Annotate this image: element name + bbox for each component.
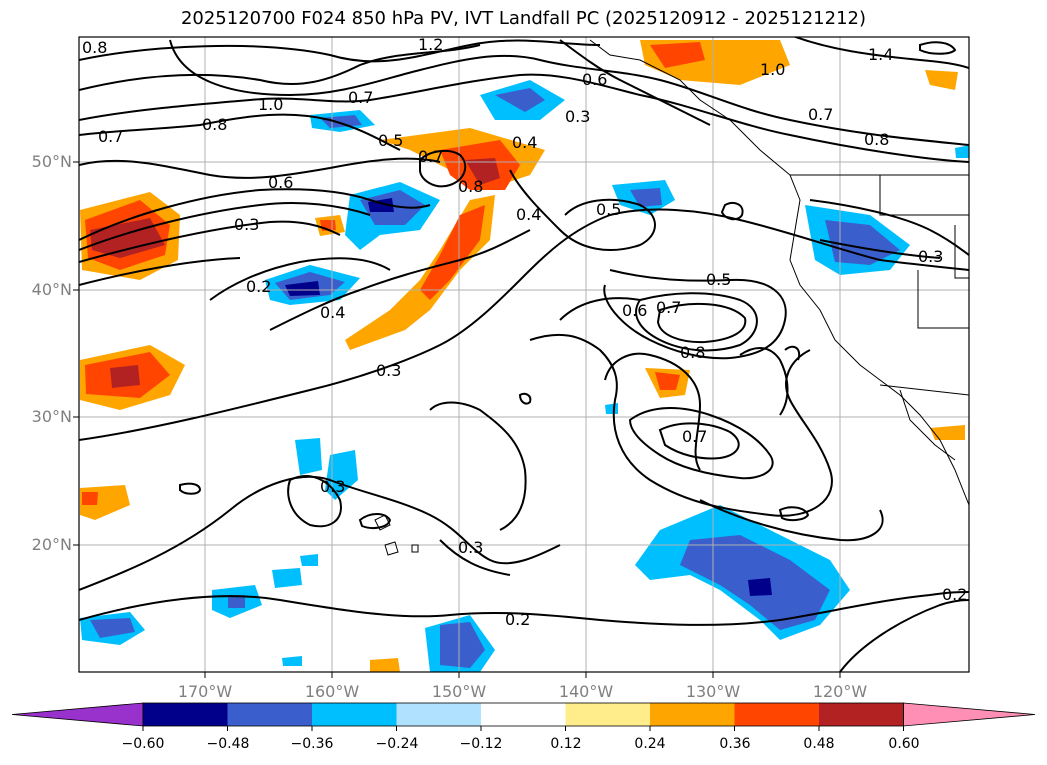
contour-label: 0.8 bbox=[864, 130, 889, 149]
pv-fill-blob bbox=[440, 622, 485, 668]
contour-label: 0.8 bbox=[680, 343, 705, 362]
contour-label: 0.3 bbox=[565, 107, 590, 126]
contour-label: 0.8 bbox=[458, 177, 483, 196]
colorbar-tick-label: 0.48 bbox=[803, 736, 835, 752]
pv-fill-blob bbox=[295, 438, 322, 475]
pv-fill-blob bbox=[465, 158, 500, 185]
contour-label-layer: 0.8 1.2 1.0 0.7 0.8 0.7 0.5 0.7 0.6 0.3 … bbox=[82, 35, 967, 629]
contour-label: 0.4 bbox=[512, 133, 537, 152]
pv-fill-blob bbox=[82, 492, 98, 505]
colorbar-extend-max bbox=[903, 702, 1036, 727]
lon-label: 130°W bbox=[685, 682, 741, 701]
pv-fill-blob bbox=[495, 88, 545, 112]
lat-label: 50°N bbox=[31, 152, 72, 171]
contour-label: 0.7 bbox=[656, 298, 681, 317]
lat-label: 30°N bbox=[31, 407, 72, 426]
lon-label: 140°W bbox=[558, 682, 614, 701]
pv-fill-blob bbox=[748, 578, 772, 596]
contour-label: 0.3 bbox=[458, 538, 483, 557]
colorbar-segment bbox=[312, 703, 397, 726]
contour-label: 0.6 bbox=[622, 301, 647, 320]
pv-fill-blob bbox=[655, 372, 680, 390]
pv-fill-blob bbox=[930, 425, 965, 440]
pv-contours bbox=[79, 37, 969, 672]
graticule bbox=[79, 37, 969, 672]
lat-label: 40°N bbox=[31, 280, 72, 299]
contour-label: 0.7 bbox=[808, 105, 833, 124]
pv-fill-blob bbox=[272, 568, 302, 588]
contour-label: 0.8 bbox=[202, 115, 227, 134]
pv-fill-blob bbox=[282, 656, 302, 666]
pv-fill-blob bbox=[630, 188, 662, 207]
colorbar-tick-label: −0.36 bbox=[290, 736, 334, 752]
colorbar-tick-label: 0.60 bbox=[888, 736, 920, 752]
colorbar-segment bbox=[565, 703, 651, 726]
colorbar-segment bbox=[819, 703, 904, 726]
colorbar-segment bbox=[227, 703, 313, 726]
contour-label: 0.7 bbox=[418, 147, 443, 166]
contour-label: 0.5 bbox=[706, 270, 731, 289]
contour-label: 0.8 bbox=[82, 38, 107, 57]
colorbar-tick-label: 0.36 bbox=[719, 736, 751, 752]
pv-fill-blob bbox=[110, 365, 140, 388]
colorbar-segment bbox=[734, 703, 820, 726]
contour-label: 1.2 bbox=[418, 35, 443, 54]
colorbar-extend-min bbox=[11, 702, 144, 727]
lon-label: 150°W bbox=[431, 682, 487, 701]
colorbar-tick-label: −0.48 bbox=[206, 736, 250, 752]
colorbar-tick-label: 0.12 bbox=[550, 736, 582, 752]
pv-fill-blob bbox=[285, 281, 320, 296]
contour-label: 0.3 bbox=[918, 247, 943, 266]
pv-fill-blob bbox=[320, 115, 362, 128]
pv-fill-blob bbox=[925, 70, 958, 90]
contour-label: 0.7 bbox=[348, 88, 373, 107]
colorbar-segment bbox=[396, 703, 482, 726]
pv-fill-blob bbox=[228, 595, 245, 608]
lat-label: 20°N bbox=[31, 535, 72, 554]
coastlines bbox=[374, 39, 969, 556]
axis-ticks bbox=[73, 161, 841, 678]
contour-label: 0.7 bbox=[98, 127, 123, 146]
colorbar-segment bbox=[650, 703, 735, 726]
colorbar-segment bbox=[481, 703, 566, 726]
contour-label: 0.3 bbox=[234, 215, 259, 234]
map-title: 2025120700 F024 850 hPa PV, IVT Landfall… bbox=[180, 8, 867, 29]
contour-label: 1.0 bbox=[258, 95, 283, 114]
contour-label: 0.5 bbox=[378, 131, 403, 150]
pv-fill-blob bbox=[300, 554, 318, 566]
lon-label: 160°W bbox=[304, 682, 360, 701]
contour-label: 1.0 bbox=[760, 60, 785, 79]
contour-label: 0.5 bbox=[596, 200, 621, 219]
contour-label: 0.3 bbox=[376, 361, 401, 380]
contour-label: 0.2 bbox=[942, 585, 967, 604]
pv-fill-blob bbox=[420, 205, 485, 300]
lon-label: 170°W bbox=[177, 682, 233, 701]
colorbar-tick-label: −0.24 bbox=[375, 736, 419, 752]
contour-label: 0.7 bbox=[682, 427, 707, 446]
contour-label: 0.2 bbox=[246, 277, 271, 296]
pv-fill-blob bbox=[370, 658, 400, 672]
pv-fill-blob bbox=[90, 618, 135, 638]
contour-label: 0.4 bbox=[516, 205, 541, 224]
pv-fill-blob bbox=[955, 145, 969, 158]
lon-label: 120°W bbox=[812, 682, 868, 701]
contour-label: 1.4 bbox=[868, 45, 893, 64]
contour-label: 0.6 bbox=[582, 70, 607, 89]
pv-fill-layer bbox=[80, 40, 969, 672]
colorbar-outline bbox=[142, 702, 904, 727]
colorbar-tick-label: 0.24 bbox=[634, 736, 666, 752]
colorbar-segment bbox=[143, 703, 228, 726]
colorbar-tick-label: −0.60 bbox=[121, 736, 165, 752]
pv-fill-blob bbox=[650, 42, 705, 68]
pv-fill-blob bbox=[825, 220, 900, 265]
map-frame bbox=[78, 36, 970, 673]
colorbar-tick-label: −0.12 bbox=[459, 736, 503, 752]
contour-label: 0.4 bbox=[320, 303, 345, 322]
contour-label: 0.6 bbox=[268, 173, 293, 192]
contour-label: 0.3 bbox=[320, 477, 345, 496]
pv-fill-blob bbox=[325, 450, 358, 500]
contour-label: 0.2 bbox=[505, 610, 530, 629]
